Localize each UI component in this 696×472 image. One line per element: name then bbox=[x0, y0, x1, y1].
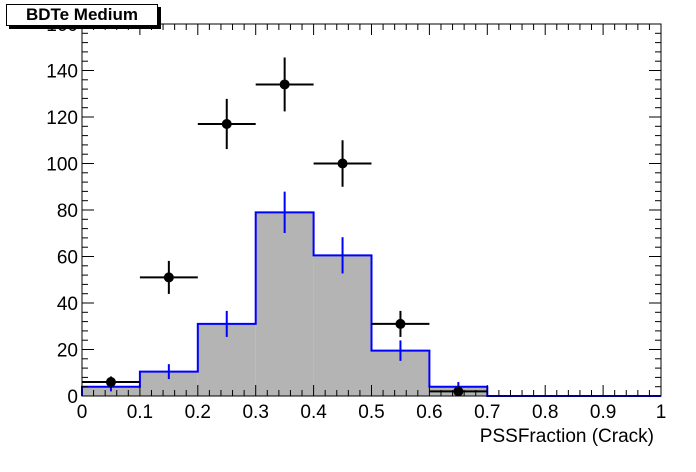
x-tick-label: 0.4 bbox=[300, 402, 327, 423]
y-tick-label: 20 bbox=[57, 341, 78, 362]
x-tick-label: 0.6 bbox=[416, 402, 442, 423]
x-tick-label: 0.2 bbox=[185, 402, 211, 423]
y-tick-label: 40 bbox=[57, 294, 78, 315]
y-tick-label: 80 bbox=[57, 201, 78, 222]
data-point bbox=[105, 377, 116, 388]
y-tick-label: 0 bbox=[67, 387, 78, 408]
x-axis-label: PSSFraction (Crack) bbox=[480, 426, 654, 447]
x-tick-label: 0.7 bbox=[474, 402, 500, 423]
y-tick-label: 100 bbox=[46, 155, 78, 176]
y-tick-label: 60 bbox=[57, 248, 78, 269]
x-tick-label: 0.5 bbox=[358, 402, 384, 423]
x-tick-label: 0.8 bbox=[532, 402, 558, 423]
data-point bbox=[163, 272, 174, 283]
data-points-layer bbox=[82, 57, 488, 397]
histogram-bar bbox=[255, 212, 314, 396]
data-point bbox=[395, 318, 406, 329]
data-point bbox=[453, 386, 464, 397]
data-point bbox=[221, 118, 232, 129]
axes-layer: 0 0.1 0.2 0.3 0.4 0.5 0.6 0.7 0.8 0.9 1 0 20 40 60 80 10… bbox=[46, 15, 666, 423]
data-point bbox=[337, 158, 348, 169]
x-tick-label: 0.3 bbox=[242, 402, 268, 423]
histogram-bar bbox=[313, 255, 372, 396]
x-tick-label: 1 bbox=[656, 402, 667, 423]
y-tick-label: 140 bbox=[46, 62, 78, 83]
data-point bbox=[279, 79, 290, 90]
x-tick-label: 0.9 bbox=[590, 402, 616, 423]
chart-title: BDTe Medium bbox=[6, 4, 158, 26]
x-tick-label: 0 bbox=[77, 402, 88, 423]
x-tick-label: 0.1 bbox=[127, 402, 153, 423]
y-tick-label: 120 bbox=[46, 108, 78, 129]
